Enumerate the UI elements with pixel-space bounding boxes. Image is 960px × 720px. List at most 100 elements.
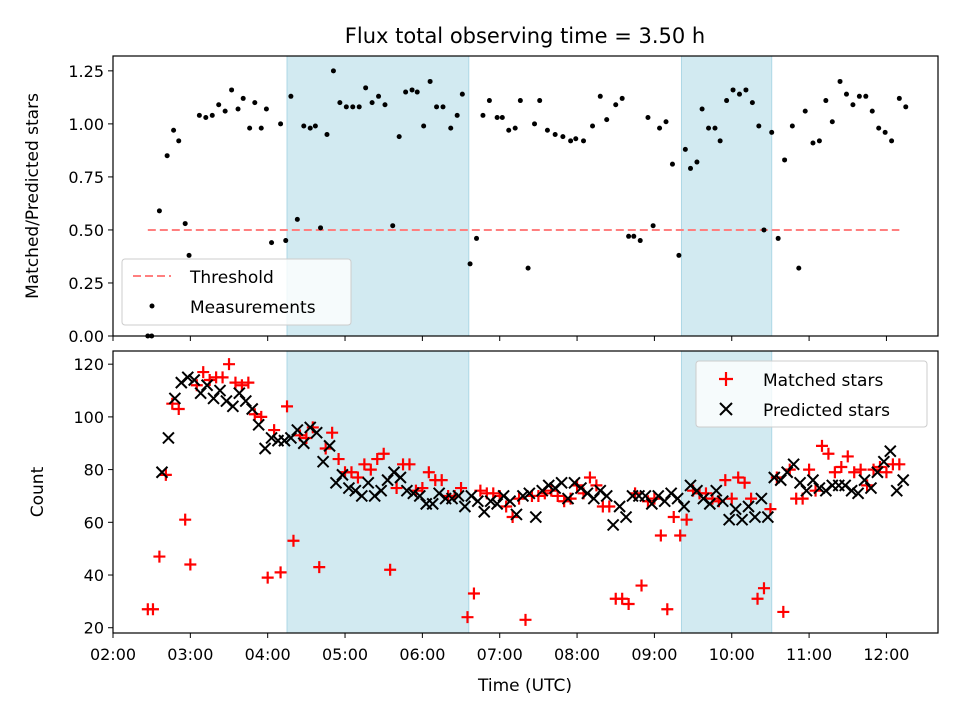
matched-star-point — [803, 463, 816, 476]
predicted-star-point — [780, 466, 794, 479]
measurement-point — [619, 95, 625, 101]
predicted-star-point — [355, 489, 368, 503]
bottom-legend: Matched stars Predicted stars — [695, 360, 928, 428]
predicted-star-point — [722, 513, 736, 526]
predicted-star-point — [258, 442, 272, 455]
matched-star-point — [667, 511, 680, 524]
top-ytick-label: 0.25 — [68, 274, 104, 293]
bottom-ytick-label: 60 — [84, 513, 104, 532]
measurement-point — [216, 102, 222, 108]
predicted-star-point — [310, 426, 323, 439]
measurement-point — [176, 138, 182, 144]
top-y-axis-label: Matched/Predicted stars — [23, 93, 43, 299]
predicted-star-point — [529, 510, 543, 524]
matched-star-point — [197, 366, 210, 379]
measurement-point — [480, 112, 486, 118]
predicted-star-point — [155, 466, 169, 479]
top-panel: 0.00 0.25 0.50 0.75 1.00 1.25 Matched/Predict… — [23, 55, 939, 346]
predicted-star-point — [877, 455, 891, 468]
measurement-point — [631, 233, 637, 239]
xtick-label: 09:00 — [631, 645, 677, 664]
matched-star-point — [172, 402, 185, 415]
predicted-star-point — [768, 471, 781, 484]
matched-star-point — [519, 613, 532, 626]
predicted-star-point — [394, 471, 407, 484]
measurement-point — [467, 261, 473, 267]
matched-star-point — [287, 534, 300, 547]
matched-star-point — [854, 463, 867, 476]
matched-star-point — [358, 458, 371, 471]
measurement-point — [363, 85, 369, 91]
measurement-point — [590, 123, 596, 129]
matched-star-point — [377, 447, 390, 460]
measurement-point — [164, 153, 170, 159]
bottom-y-axis-label: Count — [28, 466, 48, 517]
predicted-star-point — [606, 518, 620, 532]
matched-star-point — [223, 358, 236, 371]
matched-star-point — [848, 466, 861, 479]
predicted-star-point — [445, 492, 459, 505]
matched-star-point — [661, 603, 674, 616]
predicted-star-point — [503, 495, 517, 508]
measurement-point — [235, 106, 241, 112]
xtick-label: 07:00 — [477, 645, 523, 664]
measurement-point — [568, 138, 574, 144]
measurement-point — [448, 125, 454, 131]
measurement-point — [699, 106, 705, 112]
measurement-point — [229, 87, 235, 93]
measurement-point — [283, 238, 289, 244]
predicted-star-point — [374, 484, 388, 497]
predicted-star-point — [800, 484, 813, 497]
matched-star-point — [622, 598, 635, 611]
matched-star-point — [326, 426, 339, 439]
predicted-star-point — [246, 402, 259, 416]
measurement-point — [613, 102, 619, 108]
top-ytick-label: 1.00 — [68, 115, 104, 134]
measurement-point — [743, 87, 749, 93]
measurement-point — [369, 100, 375, 106]
measurement-point — [782, 157, 788, 163]
measurement-point — [222, 108, 228, 114]
measurement-point — [717, 138, 723, 144]
matched-star-point — [153, 550, 166, 563]
measurement-point — [756, 123, 762, 129]
measurement-point — [560, 134, 566, 140]
predicted-star-point — [658, 495, 671, 508]
measurement-point — [307, 125, 313, 131]
measurement-point — [240, 95, 246, 101]
predicted-star-point — [806, 473, 820, 487]
measurement-point — [896, 95, 902, 101]
predicted-star-point — [671, 492, 684, 505]
predicted-star-point — [813, 481, 826, 495]
matched-star-point — [467, 587, 480, 600]
measurement-point — [688, 165, 693, 171]
measurement-point — [440, 104, 446, 110]
predicted-star-point — [471, 495, 485, 508]
matched-star-point — [738, 476, 751, 489]
matched-star-point — [435, 474, 448, 487]
measurement-point — [850, 102, 856, 108]
predicted-star-point — [200, 379, 214, 392]
predicted-star-point — [226, 400, 240, 413]
measurement-point — [494, 115, 500, 121]
predicted-star-point — [639, 489, 652, 503]
predicted-star-point — [458, 500, 472, 513]
predicted-star-point — [181, 371, 194, 384]
measurement-point — [682, 146, 688, 152]
measurement-point — [512, 125, 518, 131]
predicted-star-point — [884, 444, 897, 458]
measurement-point — [573, 136, 579, 142]
matched-star-point — [422, 466, 435, 479]
matched-star-point — [345, 466, 358, 479]
predicted-star-point — [748, 510, 762, 524]
measurement-point — [856, 93, 862, 99]
measurement-point — [499, 115, 505, 121]
measurement-point — [376, 93, 382, 99]
predicted-star-point — [600, 489, 613, 503]
xtick-label: 10:00 — [709, 645, 755, 664]
matched-star-point — [757, 582, 770, 595]
measurement-point — [486, 98, 492, 104]
predicted-star-point — [239, 394, 252, 408]
measurement-point — [409, 87, 415, 93]
measurement-point — [427, 78, 433, 84]
